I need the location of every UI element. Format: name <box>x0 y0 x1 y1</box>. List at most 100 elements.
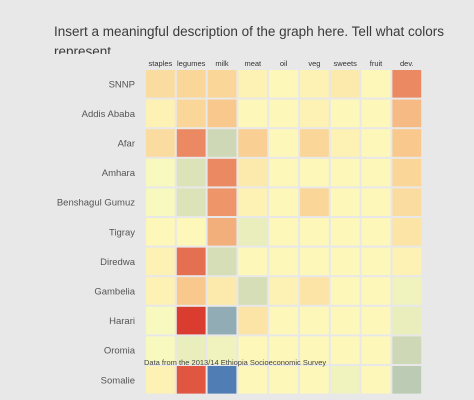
heatmap-cell <box>269 366 298 394</box>
heatmap-cell <box>207 247 237 276</box>
heatmap-cell <box>361 70 391 98</box>
heatmap-cell <box>392 218 422 246</box>
heatmap-cell <box>146 218 175 246</box>
heatmap-cell <box>300 306 329 335</box>
heatmap-cell <box>238 129 268 157</box>
heatmap-cell <box>361 306 391 335</box>
heatmap-cell <box>207 366 237 394</box>
row-label: Harari <box>109 316 135 327</box>
heatmap-cell <box>361 247 391 276</box>
row-label: Addis Ababa <box>82 109 136 120</box>
heatmap-cell <box>330 188 360 216</box>
column-label: milk <box>215 59 229 68</box>
heatmap-cell <box>207 99 237 128</box>
heatmap-cell <box>392 158 422 187</box>
heatmap-cell <box>330 336 360 364</box>
heatmap-cell <box>361 158 391 187</box>
heatmap-cell <box>269 158 298 187</box>
column-label: legumes <box>177 59 206 68</box>
heatmap-cell <box>176 158 206 187</box>
heatmap-cell <box>300 218 329 246</box>
heatmap-cell <box>269 218 298 246</box>
heatmap-cell <box>300 99 329 128</box>
heatmap-cell <box>300 336 329 364</box>
heatmap-cell <box>330 218 360 246</box>
heatmap-cell <box>300 366 329 394</box>
column-label: veg <box>308 59 320 68</box>
heatmap-cell <box>361 277 391 305</box>
heatmap-cell <box>330 158 360 187</box>
heatmap-cell <box>146 277 175 305</box>
heatmap-cell <box>146 188 175 216</box>
heatmap-cell <box>269 129 298 157</box>
heatmap-cell <box>392 336 422 364</box>
heatmap-cell <box>269 99 298 128</box>
row-label: Amhara <box>102 168 136 179</box>
heatmap-cell <box>176 188 206 216</box>
row-labels: SNNP Addis Ababa Afar Amhara Benshagul Gumuz… <box>57 79 136 386</box>
heatmap-cell <box>361 336 391 364</box>
heatmap-cell <box>238 366 268 394</box>
heatmap-cell <box>146 306 175 335</box>
heatmap-cell <box>300 129 329 157</box>
row-label: Gambelia <box>94 287 135 298</box>
heatmap-cell <box>176 277 206 305</box>
heatmap-cell <box>330 366 360 394</box>
heatmap-cell <box>176 218 206 246</box>
row-label: Somalie <box>101 375 135 386</box>
row-label: Afar <box>118 139 135 150</box>
heatmap-cell <box>146 336 175 364</box>
heatmap-cell <box>207 70 237 98</box>
heatmap-cell <box>361 99 391 128</box>
heatmap-cell <box>176 99 206 128</box>
heatmap-cell <box>361 188 391 216</box>
heatmap-cell <box>392 366 422 394</box>
heatmap-cell <box>300 188 329 216</box>
column-label: oil <box>280 59 288 68</box>
heatmap-cell <box>207 158 237 187</box>
heatmap-cell <box>238 247 268 276</box>
heatmap-cell <box>392 188 422 216</box>
heatmap-cell <box>176 306 206 335</box>
column-label: fruit <box>370 59 383 68</box>
heatmap-cell <box>269 70 298 98</box>
heatmap-cell <box>392 70 422 98</box>
heatmap-cell <box>238 158 268 187</box>
heatmap-cell <box>176 70 206 98</box>
heatmap-cell <box>238 277 268 305</box>
heatmap-cell <box>207 218 237 246</box>
column-label: staples <box>149 59 173 68</box>
heatmap-cell <box>238 188 268 216</box>
heatmap-cell <box>207 336 237 364</box>
heatmap-cells <box>146 70 422 394</box>
heatmap-cell <box>300 247 329 276</box>
heatmap-cell <box>269 188 298 216</box>
heatmap-cell <box>392 306 422 335</box>
heatmap-cell <box>176 366 206 394</box>
heatmap-cell <box>330 99 360 128</box>
heatmap-cell <box>361 218 391 246</box>
heatmap-cell <box>176 336 206 364</box>
row-label: Oromia <box>104 346 136 357</box>
heatmap-cell <box>361 366 391 394</box>
column-labels: staples legumes milk meat oil veg sweets fruit d… <box>149 59 414 68</box>
heatmap-cell <box>207 129 237 157</box>
column-label: meat <box>244 59 262 68</box>
heatmap-cell <box>146 366 175 394</box>
heatmap-cell <box>238 336 268 364</box>
heatmap-cell <box>269 277 298 305</box>
heatmap-cell <box>392 129 422 157</box>
heatmap-cell <box>392 277 422 305</box>
heatmap-cell <box>300 70 329 98</box>
heatmap-cell <box>330 70 360 98</box>
column-label: dev. <box>400 59 414 68</box>
heatmap-cell <box>238 70 268 98</box>
heatmap-cell <box>146 158 175 187</box>
chart-title: Insert a meaningful description of the g… <box>54 24 444 54</box>
heatmap-cell <box>300 158 329 187</box>
heatmap-cell <box>207 277 237 305</box>
source-note: Data from the 2013/14 Ethiopia Socioecon… <box>144 358 327 367</box>
row-label: Benshagul Gumuz <box>57 198 135 209</box>
row-label: SNNP <box>109 79 135 90</box>
